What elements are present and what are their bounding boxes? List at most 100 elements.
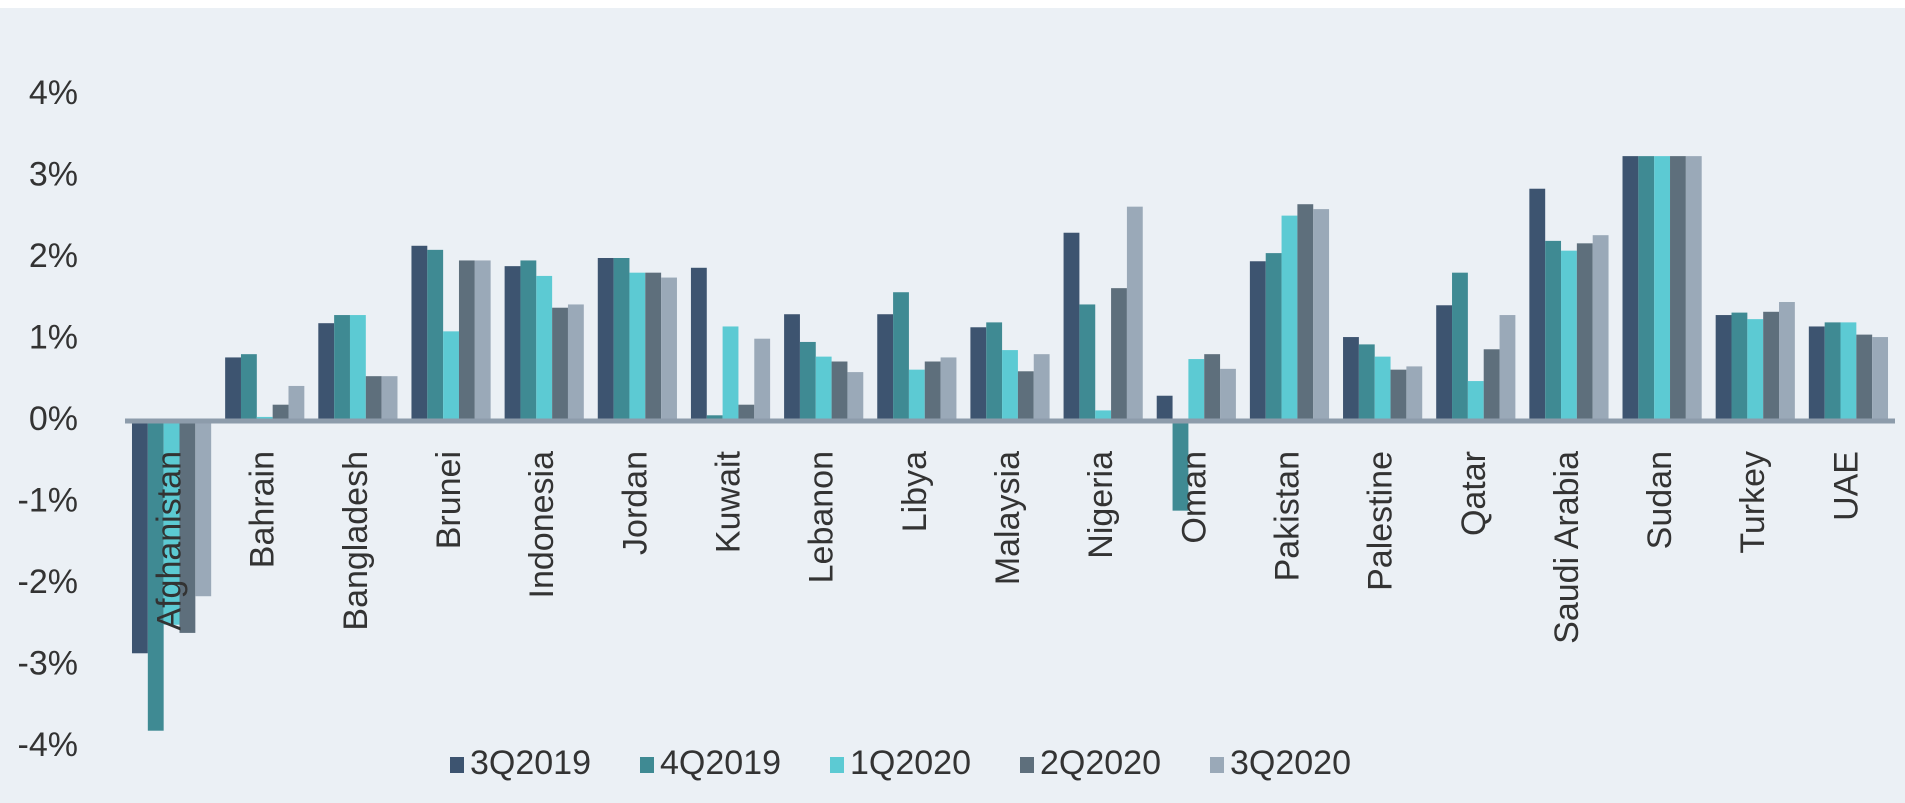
bar [504, 266, 521, 421]
x-tick-label: UAE [1827, 451, 1865, 521]
bar [629, 272, 646, 421]
bar [877, 314, 894, 421]
bar [1390, 369, 1407, 421]
bar [1747, 319, 1764, 421]
bar [474, 260, 491, 421]
bar [1499, 315, 1516, 421]
bar [1406, 366, 1423, 421]
bar [847, 372, 864, 421]
legend-swatch [830, 757, 844, 773]
y-tick-label: -1% [18, 481, 78, 519]
bar [334, 315, 350, 421]
bar [1297, 204, 1314, 421]
bar [1561, 250, 1577, 421]
bar [272, 404, 289, 421]
bar [893, 292, 909, 421]
bar [799, 341, 816, 421]
x-tick-label: Sudan [1641, 451, 1679, 549]
bar [1281, 215, 1298, 421]
legend-label: 4Q2019 [660, 744, 781, 782]
bar [163, 421, 180, 625]
bar [1063, 232, 1080, 421]
bar [1670, 156, 1686, 421]
bar [1126, 206, 1143, 421]
bar [1111, 288, 1127, 421]
bar [1592, 235, 1609, 421]
bar [908, 369, 925, 421]
legend-swatch [1210, 757, 1224, 773]
legend-swatch [450, 757, 464, 773]
legend-label: 3Q2019 [470, 744, 591, 782]
bar [365, 376, 382, 421]
y-tick-label: 4% [29, 74, 78, 112]
bar [831, 361, 848, 421]
x-tick-label: Palestine [1362, 451, 1400, 591]
bar [552, 307, 568, 421]
x-tick-label: Pakistan [1268, 451, 1306, 581]
bar [1576, 243, 1593, 421]
bar [240, 354, 257, 421]
x-tick-label: Oman [1175, 451, 1213, 544]
y-tick-label: -3% [18, 644, 78, 682]
bar [1002, 350, 1018, 421]
bar [179, 421, 196, 633]
bar [1779, 302, 1795, 421]
bar [427, 249, 444, 421]
bar [1033, 354, 1050, 421]
x-tick-label: Indonesia [523, 451, 561, 599]
y-tick-label: 2% [29, 237, 78, 275]
bar [1483, 349, 1500, 421]
x-tick-label: Bahrain [244, 451, 282, 568]
bar [318, 323, 335, 421]
y-tick-label: -2% [18, 563, 78, 601]
bar [567, 304, 584, 421]
bar [1638, 156, 1655, 421]
bar [738, 404, 755, 421]
bar [1204, 354, 1221, 421]
bar [940, 357, 957, 421]
bar [1172, 421, 1189, 511]
bar [520, 260, 537, 421]
bar [1017, 371, 1034, 421]
bar [1856, 334, 1873, 421]
x-tick-label: Libya [896, 451, 934, 532]
bar [754, 338, 771, 421]
bar [1452, 272, 1468, 421]
x-tick-label: Turkey [1734, 451, 1772, 554]
bar [195, 421, 212, 597]
bar [722, 326, 739, 421]
bar [1249, 261, 1266, 421]
legend-swatch [640, 757, 654, 773]
bar [1654, 156, 1671, 421]
bar [924, 361, 941, 421]
bar [645, 272, 662, 421]
bar [1545, 240, 1562, 421]
bar [1343, 337, 1359, 421]
bar [1079, 304, 1096, 421]
legend-label: 1Q2020 [850, 744, 971, 782]
x-tick-label: Afghanistan [151, 451, 189, 631]
bar [1220, 368, 1236, 421]
bar [613, 258, 630, 421]
bar [970, 327, 987, 421]
bar [381, 376, 398, 421]
bar [1685, 156, 1702, 421]
x-tick-label: Bangladesh [337, 451, 375, 631]
y-tick-label: 0% [29, 400, 78, 438]
x-tick-label: Malaysia [989, 451, 1027, 585]
bar [443, 331, 459, 421]
bar [349, 315, 366, 421]
y-tick-label: 3% [29, 155, 78, 193]
bar [986, 322, 1003, 421]
bar [288, 385, 305, 421]
legend-swatch [1020, 757, 1034, 773]
bar [1824, 322, 1841, 421]
x-tick-label: Lebanon [803, 451, 841, 583]
bar [1763, 311, 1780, 421]
bar [147, 421, 164, 731]
bar [815, 356, 832, 421]
bar [1358, 344, 1375, 421]
bar [1808, 326, 1825, 421]
legend-label: 2Q2020 [1040, 744, 1161, 782]
bar [1265, 253, 1282, 421]
